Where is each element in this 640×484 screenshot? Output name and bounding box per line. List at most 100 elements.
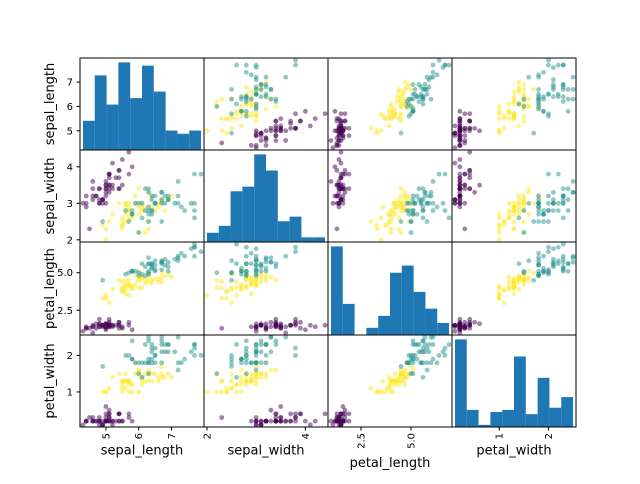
scatter-point xyxy=(219,96,225,102)
scatter-point xyxy=(146,211,151,217)
scatter-point xyxy=(159,334,165,340)
scatter-point xyxy=(457,164,463,170)
scatter-point xyxy=(273,277,279,283)
scatter-point xyxy=(418,200,424,206)
scatter-point xyxy=(477,321,482,327)
scatter-point xyxy=(380,378,386,384)
scatter-point xyxy=(336,189,342,195)
scatter-point xyxy=(219,295,225,301)
scatter-point xyxy=(410,197,416,203)
cell-petal_length-vs-sepal_length xyxy=(79,241,205,336)
scatter-point xyxy=(402,382,408,388)
scatter-point xyxy=(273,99,279,104)
scatter-point xyxy=(214,277,220,283)
scatter-point xyxy=(110,418,115,424)
scatter-point xyxy=(243,244,249,250)
scatter-point xyxy=(452,200,458,206)
scatter-point xyxy=(506,208,512,214)
scatter-point xyxy=(521,113,527,119)
scatter-point xyxy=(119,418,125,424)
scatter-point xyxy=(103,389,109,395)
scatter-point xyxy=(268,274,274,280)
scatter-point xyxy=(392,200,398,206)
scatter-point xyxy=(342,168,348,173)
scatter-point xyxy=(224,116,230,122)
scatter-point xyxy=(129,208,135,214)
scatter-point xyxy=(406,197,412,203)
scatter-point xyxy=(467,118,473,124)
scatter-point xyxy=(307,322,313,328)
scatter-point xyxy=(243,108,249,114)
scatter-point xyxy=(253,282,259,288)
scatter-point xyxy=(516,208,522,214)
scatter-point xyxy=(126,208,132,214)
scatter-point xyxy=(268,319,274,325)
scatter-point xyxy=(378,237,384,243)
scatter-point xyxy=(192,208,197,214)
scatter-point xyxy=(536,255,542,261)
scatter-point xyxy=(268,86,274,92)
scatter-point xyxy=(142,342,148,347)
scatter-point xyxy=(288,418,294,424)
scatter-point xyxy=(340,200,346,206)
scatter-point xyxy=(204,292,210,298)
scatter-point xyxy=(408,363,414,369)
scatter-point xyxy=(328,178,334,184)
scatter-point xyxy=(550,189,556,195)
scatter-point xyxy=(457,204,463,210)
scatter-point xyxy=(560,193,566,199)
scatter-point xyxy=(511,99,517,104)
scatter-point xyxy=(457,157,463,162)
scatter-point xyxy=(506,282,512,288)
scatter-point xyxy=(467,316,473,322)
scatter-point xyxy=(392,371,398,377)
scatter-point xyxy=(368,219,374,224)
scatter-point xyxy=(119,285,125,291)
scatter-point xyxy=(253,128,259,134)
scatter-point xyxy=(526,104,532,109)
scatter-point xyxy=(263,324,269,330)
scatter-point xyxy=(511,211,517,217)
scatter-point xyxy=(253,142,259,148)
scatter-point xyxy=(198,249,204,255)
scatter-point xyxy=(224,389,230,395)
scatter-point xyxy=(263,106,269,112)
scatter-point xyxy=(258,374,264,380)
scatter-point xyxy=(142,360,148,366)
scatter-point xyxy=(258,349,264,355)
scatter-point xyxy=(560,200,566,206)
scatter-point xyxy=(388,230,394,235)
scatter-point xyxy=(152,353,158,358)
scatter-point xyxy=(106,316,112,322)
scatter-point xyxy=(422,82,428,87)
scatter-point xyxy=(253,418,259,424)
scatter-point xyxy=(149,345,155,351)
scatter-point xyxy=(410,106,416,112)
scatter-point xyxy=(214,99,220,104)
cell-frame xyxy=(451,334,577,428)
scatter-point xyxy=(457,193,463,199)
scatter-point xyxy=(116,186,122,192)
scatter-point xyxy=(234,116,239,122)
scatter-point xyxy=(378,111,384,117)
x-tick-label: 5.0 xyxy=(407,433,418,449)
scatter-point xyxy=(243,371,249,377)
scatter-point xyxy=(253,91,259,97)
scatter-point xyxy=(234,389,239,395)
scatter-point xyxy=(142,378,148,384)
scatter-point xyxy=(146,226,151,232)
scatter-point xyxy=(288,125,294,131)
scatter-point xyxy=(457,200,463,206)
scatter-point xyxy=(103,324,109,330)
hist-bar xyxy=(206,232,219,242)
scatter-point xyxy=(506,116,512,122)
scatter-point xyxy=(390,208,396,214)
scatter-point xyxy=(368,385,374,391)
scatter-point xyxy=(424,345,430,351)
scatter-point xyxy=(229,285,234,291)
scatter-point xyxy=(149,349,155,355)
scatter-point xyxy=(263,84,269,90)
scatter-point xyxy=(430,342,436,347)
scatter-point xyxy=(152,276,158,282)
scatter-point xyxy=(188,200,194,206)
